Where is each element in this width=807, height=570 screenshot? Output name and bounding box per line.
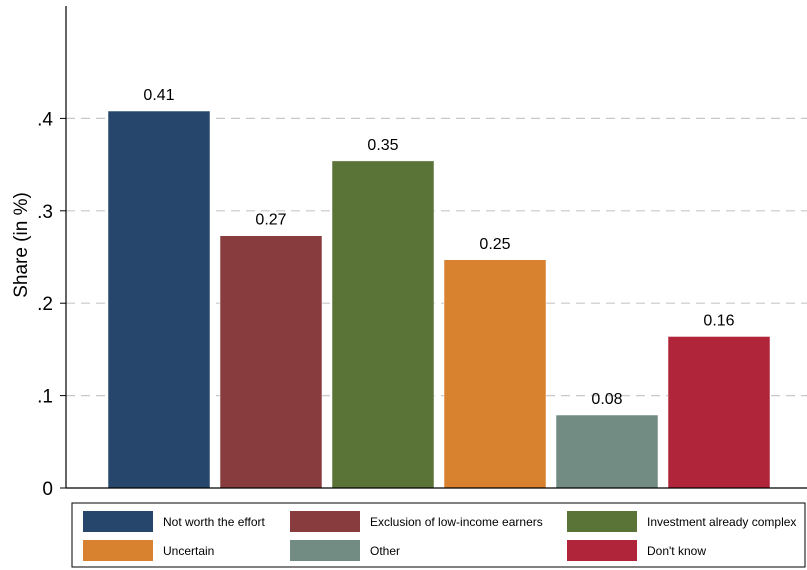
legend-label: Exclusion of low-income earners [370, 515, 543, 529]
data-label: 0.27 [255, 212, 286, 229]
bar [667, 336, 771, 489]
legend-label: Uncertain [163, 544, 214, 558]
data-label: 0.25 [479, 236, 510, 253]
legend-swatch [290, 540, 360, 561]
data-label: 0.35 [367, 137, 398, 154]
bars: 0.41 0.27 0.35 0.25 0.08 0.16 [107, 87, 771, 489]
legend: Not worth the effort Exclusion of low-inc… [71, 502, 806, 568]
data-label: 0.08 [591, 391, 622, 408]
bar [219, 235, 323, 489]
legend-box [71, 502, 806, 568]
y-tick-label: .4 [37, 109, 53, 130]
legend-label: Investment already complex [647, 515, 796, 529]
bar [443, 259, 547, 489]
bar [331, 160, 435, 489]
legend-label: Don't know [647, 544, 706, 558]
legend-swatch [83, 540, 153, 561]
legend-label: Other [370, 544, 400, 558]
data-label: 0.16 [703, 312, 734, 329]
legend-swatch [83, 511, 153, 532]
axes: 0 .1 .2 .3 .4 [37, 6, 807, 500]
bar [107, 110, 211, 489]
data-label: 0.41 [143, 87, 174, 104]
legend-label: Not worth the effort [163, 515, 265, 529]
y-tick-label: .3 [37, 202, 53, 223]
legend-swatch [567, 540, 637, 561]
y-tick-label: .2 [37, 294, 53, 315]
y-tick-label: 0 [42, 479, 53, 500]
legend-swatch [567, 511, 637, 532]
bar [555, 414, 659, 489]
y-axis-title: Share (in %) [11, 192, 32, 298]
y-tick-label: .1 [37, 387, 53, 408]
legend-swatch [290, 511, 360, 532]
